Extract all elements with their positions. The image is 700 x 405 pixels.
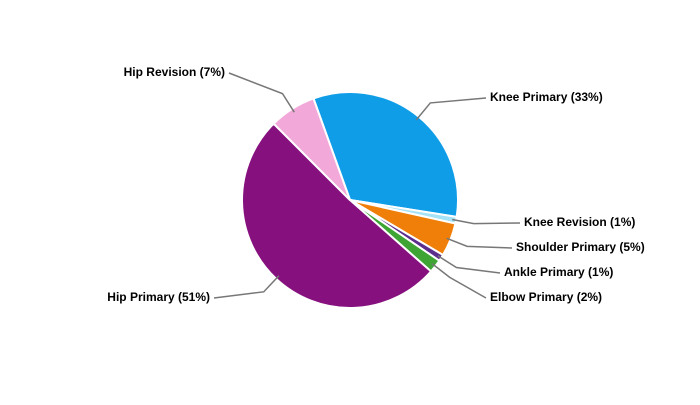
leader-line [437, 255, 501, 274]
slice-label: Hip Primary (51%) [107, 290, 210, 304]
leader-line [213, 275, 280, 299]
slice-label: Knee Revision (1%) [524, 215, 635, 229]
slice-label: Knee Primary (33%) [490, 90, 603, 104]
leader-line [228, 72, 295, 113]
slice-label: Elbow Primary (2%) [490, 290, 602, 304]
leader-line [452, 218, 521, 225]
slice-label: Shoulder Primary (5%) [516, 240, 645, 254]
leader-line [446, 237, 513, 249]
slice-label: Ankle Primary (1%) [504, 265, 613, 279]
slice-label: Hip Revision (7%) [124, 65, 225, 79]
leader-line [415, 97, 487, 121]
leader-line [431, 263, 487, 299]
